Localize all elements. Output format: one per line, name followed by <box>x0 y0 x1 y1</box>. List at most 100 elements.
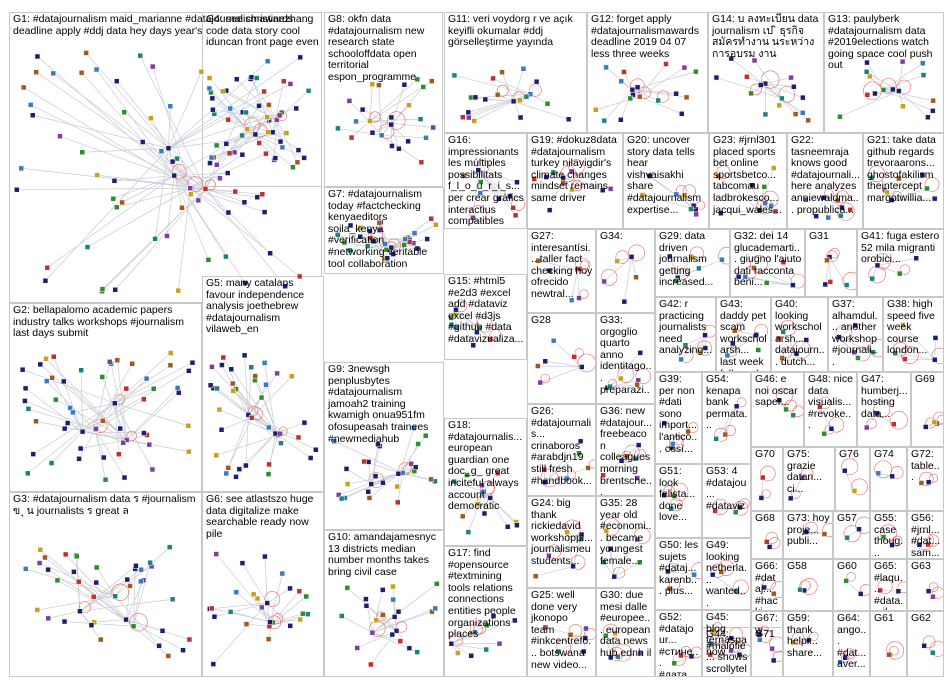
node <box>735 273 742 280</box>
node <box>916 542 923 548</box>
group-g28: G28 <box>527 313 596 404</box>
edge <box>451 643 487 650</box>
group-network <box>708 622 743 647</box>
node <box>272 430 279 437</box>
edge <box>642 194 696 210</box>
node <box>749 182 755 188</box>
node <box>646 172 653 179</box>
group-network <box>863 400 908 431</box>
node <box>874 410 880 417</box>
edge <box>513 101 569 120</box>
node <box>599 187 606 193</box>
node <box>639 192 646 198</box>
node <box>169 596 176 603</box>
group-network <box>666 246 729 284</box>
self-loop <box>824 188 834 199</box>
node <box>576 295 582 301</box>
self-loop <box>369 111 381 123</box>
node <box>171 172 177 179</box>
self-loop <box>703 324 715 338</box>
self-loop <box>778 86 796 103</box>
self-loop <box>866 418 877 429</box>
node <box>629 86 636 93</box>
node <box>875 470 882 477</box>
node <box>133 563 139 569</box>
self-loop <box>129 613 148 632</box>
node <box>634 381 640 388</box>
node <box>239 560 246 566</box>
node <box>707 651 714 658</box>
node <box>490 613 497 619</box>
node <box>266 424 272 431</box>
group-g50: G50: les sujets #dataj... karenb... plus… <box>655 538 702 610</box>
node <box>378 132 385 139</box>
self-loop <box>676 185 687 196</box>
edge <box>669 256 679 278</box>
node <box>550 169 557 176</box>
edge <box>883 74 924 91</box>
node <box>514 522 520 528</box>
node <box>728 635 734 641</box>
node <box>74 553 80 560</box>
node <box>269 129 276 136</box>
node <box>452 311 458 318</box>
edge <box>53 73 206 190</box>
self-loop <box>588 459 595 469</box>
edge <box>454 75 531 95</box>
node <box>693 68 699 75</box>
node <box>923 424 929 430</box>
node <box>123 437 130 443</box>
self-loop <box>874 460 893 479</box>
node <box>281 78 287 84</box>
self-loop <box>822 522 832 538</box>
node <box>733 588 739 594</box>
node <box>368 481 375 487</box>
edge <box>538 260 578 270</box>
node <box>367 235 374 242</box>
node <box>453 324 459 331</box>
node <box>889 197 895 203</box>
edge <box>468 93 531 113</box>
edge <box>272 81 285 133</box>
node <box>143 375 150 382</box>
node <box>424 236 430 242</box>
node <box>414 76 421 83</box>
node <box>359 106 366 113</box>
node <box>863 424 870 431</box>
node <box>751 265 757 271</box>
node <box>637 650 644 657</box>
group-network <box>600 442 647 481</box>
node <box>207 160 213 166</box>
node <box>733 403 740 410</box>
node <box>607 546 614 552</box>
node <box>615 653 621 660</box>
node <box>44 264 51 271</box>
node <box>272 155 279 161</box>
node <box>71 569 77 575</box>
node <box>756 631 763 637</box>
node <box>414 245 421 252</box>
node <box>764 539 770 545</box>
group-g2: G2: bellapalomo academic papers industry… <box>9 303 202 492</box>
edge <box>781 98 803 114</box>
node <box>405 138 411 145</box>
group-g63: G63 <box>907 559 944 611</box>
edge <box>614 561 640 577</box>
node <box>900 322 906 328</box>
node <box>842 655 848 661</box>
node <box>665 568 671 575</box>
node <box>347 247 353 254</box>
node <box>213 452 220 459</box>
node <box>783 406 789 413</box>
self-loop <box>449 632 464 647</box>
node <box>728 55 735 62</box>
node <box>618 458 625 464</box>
node <box>406 645 413 651</box>
node <box>896 88 902 94</box>
node <box>267 250 273 257</box>
node <box>242 280 248 286</box>
node <box>679 111 685 117</box>
edge <box>125 585 131 620</box>
node <box>564 529 571 536</box>
node <box>64 420 71 426</box>
